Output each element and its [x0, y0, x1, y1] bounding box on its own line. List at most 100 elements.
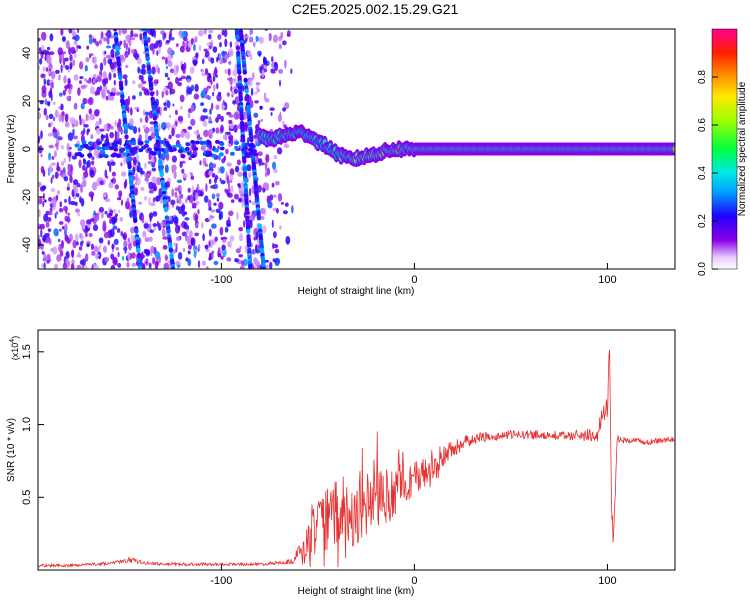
- noise-speck: [116, 228, 121, 233]
- noise-speck: [143, 223, 150, 229]
- noise-speck: [162, 236, 168, 240]
- noise-speck: [116, 197, 122, 201]
- streak-speck: [235, 34, 240, 40]
- noise-speck: [211, 193, 216, 200]
- noise-speck: [109, 228, 115, 238]
- noise-speck: [108, 182, 114, 189]
- noise-speck: [227, 68, 231, 76]
- noise-speck: [248, 171, 252, 179]
- noise-speck: [167, 77, 170, 81]
- noise-speck: [75, 48, 79, 52]
- noise-speck: [114, 130, 117, 140]
- noise-speck: [269, 107, 275, 111]
- noise-speck: [46, 55, 52, 64]
- noise-speck: [245, 35, 250, 39]
- noise-speck: [220, 180, 226, 185]
- noise-speck: [215, 104, 220, 110]
- band-speck: [199, 141, 205, 145]
- noise-speck: [199, 191, 204, 197]
- noise-speck: [62, 51, 66, 55]
- noise-speck: [49, 33, 54, 42]
- noise-speck: [233, 111, 240, 120]
- noise-speck: [86, 219, 92, 225]
- noise-speck: [224, 133, 228, 141]
- band-speck: [211, 153, 217, 158]
- noise-speck: [75, 208, 80, 213]
- noise-speck: [141, 80, 147, 85]
- noise-speck: [227, 77, 233, 81]
- noise-speck: [190, 104, 195, 113]
- noise-speck: [129, 210, 134, 218]
- noise-speck: [186, 235, 191, 245]
- streak-speck: [115, 50, 120, 56]
- noise-speck: [118, 190, 123, 198]
- streak-speck: [168, 247, 173, 253]
- noise-speck: [284, 102, 290, 110]
- noise-speck: [231, 114, 235, 118]
- noise-speck: [136, 108, 140, 113]
- noise-speck: [77, 212, 80, 217]
- streak-speck: [242, 69, 247, 75]
- noise-speck: [61, 160, 65, 166]
- noise-speck: [69, 175, 73, 184]
- band-speck: [242, 148, 247, 153]
- noise-speck: [226, 223, 231, 228]
- noise-speck: [228, 61, 232, 65]
- noise-speck: [149, 170, 152, 176]
- streak-speck: [123, 123, 128, 129]
- noise-speck: [221, 105, 226, 109]
- noise-speck: [273, 231, 277, 239]
- noise-speck: [267, 201, 273, 209]
- noise-speck: [253, 41, 256, 48]
- noise-speck: [236, 159, 241, 166]
- noise-speck: [40, 154, 43, 158]
- noise-speck: [94, 246, 100, 253]
- noise-speck: [160, 106, 163, 114]
- noise-speck: [238, 254, 243, 258]
- noise-speck: [135, 173, 138, 182]
- noise-speck: [70, 83, 73, 90]
- noise-speck: [56, 166, 61, 172]
- noise-speck: [218, 91, 222, 96]
- noise-speck: [227, 143, 232, 147]
- band-speck: [185, 142, 191, 147]
- noise-speck: [232, 69, 238, 77]
- streak-speck: [240, 137, 246, 143]
- noise-speck: [103, 178, 106, 185]
- band-speck: [113, 147, 119, 152]
- noise-speck: [162, 245, 168, 250]
- noise-speck: [283, 143, 290, 149]
- noise-speck: [112, 257, 118, 266]
- noise-speck: [104, 256, 110, 263]
- noise-speck: [146, 180, 150, 185]
- noise-speck: [54, 109, 59, 118]
- noise-speck: [202, 120, 208, 127]
- noise-speck: [79, 80, 82, 84]
- noise-speck: [190, 237, 196, 247]
- noise-speck: [68, 46, 72, 56]
- noise-speck: [127, 237, 130, 243]
- noise-speck: [129, 125, 135, 131]
- noise-speck: [73, 40, 78, 46]
- noise-speck: [178, 77, 183, 81]
- noise-speck: [158, 188, 163, 197]
- noise-speck: [125, 52, 129, 58]
- noise-speck: [161, 228, 166, 237]
- noise-speck: [57, 47, 63, 56]
- noise-speck: [207, 47, 210, 51]
- noise-speck: [207, 199, 212, 208]
- noise-speck: [42, 66, 46, 72]
- noise-speck: [50, 82, 54, 89]
- noise-speck: [90, 218, 95, 222]
- streak-speck: [138, 266, 143, 269]
- noise-speck: [175, 43, 179, 47]
- noise-speck: [141, 215, 145, 224]
- noise-speck: [127, 95, 131, 104]
- noise-speck: [278, 68, 284, 74]
- noise-speck: [140, 170, 145, 175]
- noise-speck: [67, 132, 74, 141]
- noise-speck: [118, 118, 122, 127]
- noise-speck: [140, 75, 144, 82]
- noise-speck: [165, 40, 170, 44]
- noise-speck: [86, 79, 92, 84]
